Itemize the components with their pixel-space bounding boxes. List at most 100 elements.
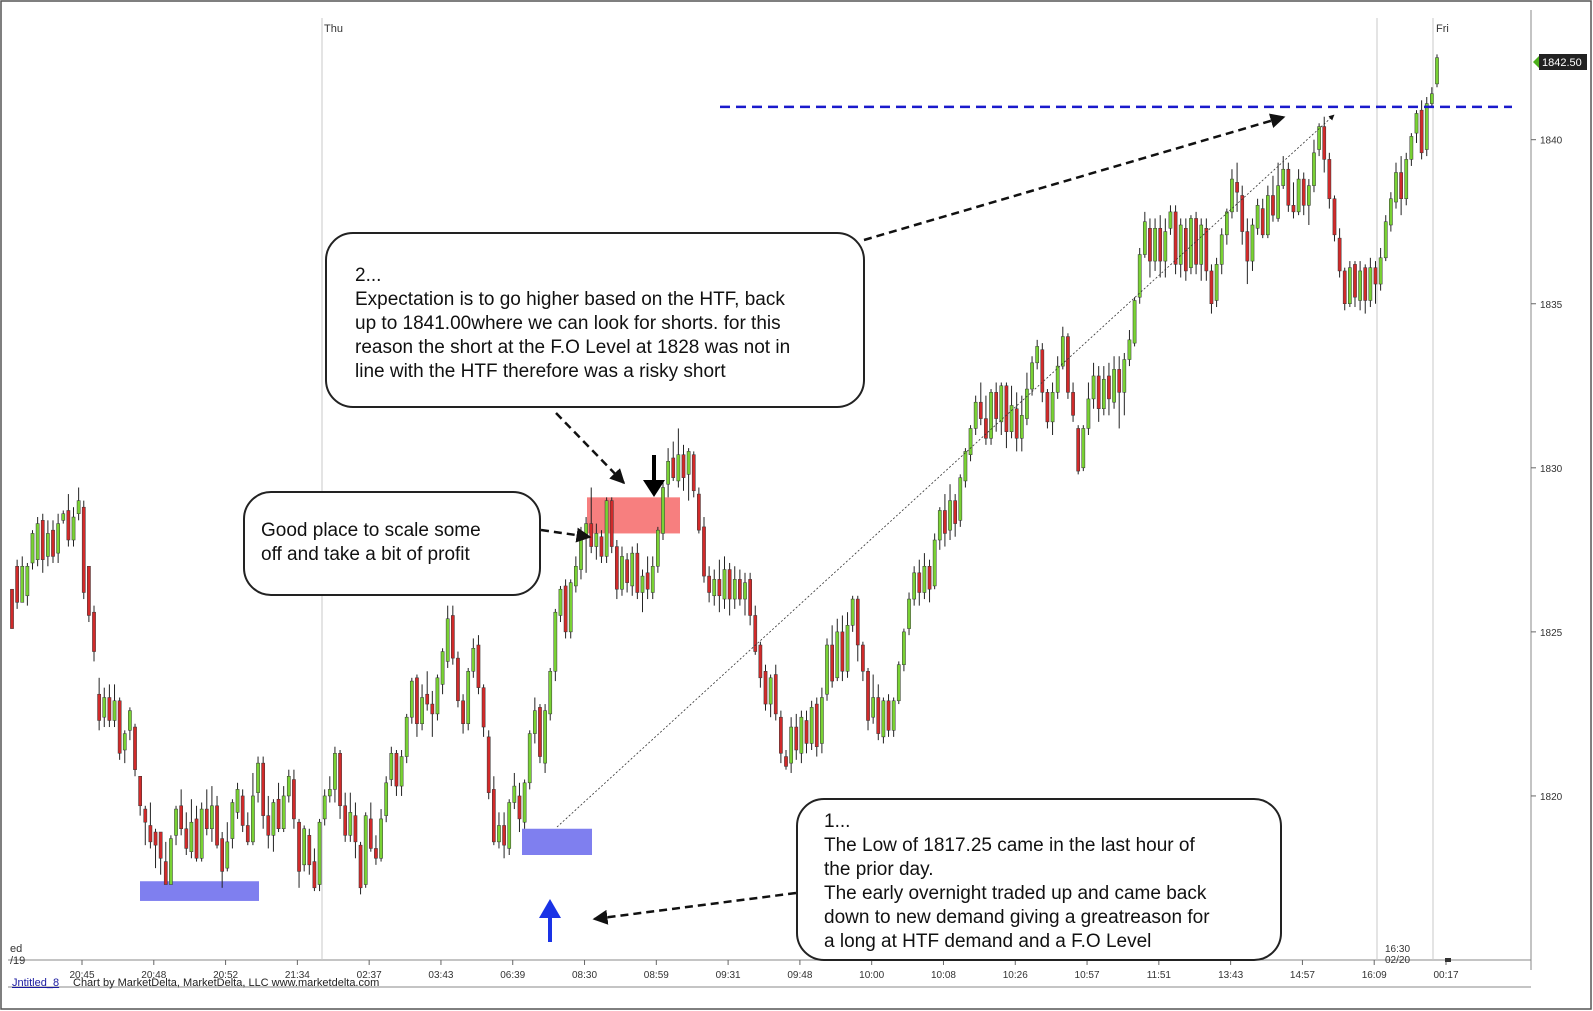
candle: [1414, 110, 1419, 143]
candle: [1291, 182, 1296, 219]
candle-body-down: [163, 861, 168, 885]
candle: [1327, 152, 1332, 209]
candle-body-down: [599, 536, 604, 557]
candle-body-up: [1055, 365, 1060, 393]
candle: [138, 776, 142, 816]
candle: [1101, 366, 1106, 416]
candle: [425, 671, 430, 711]
candle: [1199, 218, 1204, 281]
candle: [615, 540, 619, 600]
candle: [650, 556, 655, 600]
candle: [666, 448, 670, 498]
x-tick-label: 16:09: [1362, 970, 1387, 981]
candle: [1435, 54, 1439, 88]
chart-tab[interactable]: Jntitled_8: [12, 977, 60, 989]
candle-body-down: [671, 457, 676, 478]
x-tick-label: 10:00: [859, 970, 884, 981]
candle: [1337, 228, 1342, 278]
candle: [56, 513, 60, 563]
candle-body-down: [1183, 228, 1188, 272]
candle-body-down: [773, 674, 778, 715]
candle-body-up: [507, 802, 512, 849]
candle: [327, 776, 332, 803]
candle: [343, 792, 348, 842]
candle: [1014, 392, 1019, 452]
candle: [399, 750, 404, 796]
callout-scale-line-1: Good place to scale some: [261, 520, 481, 541]
candle: [1025, 372, 1029, 426]
candle-body-up: [440, 651, 445, 685]
candle-body-up: [1312, 152, 1316, 186]
candle: [1183, 218, 1188, 281]
candle-body-down: [635, 552, 640, 593]
candle: [1168, 205, 1173, 235]
candle-body-up: [199, 808, 204, 859]
candle: [133, 723, 137, 777]
candle-body-down: [1260, 208, 1265, 236]
candle: [81, 500, 86, 600]
candle-body-up: [445, 618, 450, 662]
candle: [1307, 179, 1311, 225]
candle-body-up: [1101, 378, 1106, 409]
callout-2-line-3: up to 1841.00where we can look for short…: [355, 313, 781, 334]
candle-body-down: [292, 779, 296, 820]
candle-body-down: [794, 726, 799, 751]
candle-body-up: [286, 776, 291, 797]
candle-body-down: [1076, 428, 1081, 472]
candle: [922, 553, 927, 600]
candle-body-up: [850, 598, 855, 626]
candle-body-up: [881, 700, 886, 738]
candle-body-up: [46, 533, 50, 557]
candle-body-up: [1189, 218, 1193, 268]
candle-body-down: [538, 707, 542, 757]
x-tick-label: 02:37: [357, 970, 382, 981]
candle: [902, 628, 906, 672]
chart-credit: Chart by MarketDelta, MarketDelta, LLC w…: [73, 977, 380, 989]
candle-body-down: [297, 821, 301, 872]
y-tick-label: 1820: [1540, 792, 1563, 803]
candle-body-up: [1019, 415, 1024, 439]
candle: [450, 605, 455, 665]
candle-body-up: [1430, 93, 1434, 104]
x-tick-label: 20:45: [69, 970, 94, 981]
candle-body-up: [435, 677, 440, 715]
candle-body-down: [1107, 375, 1111, 400]
candle-body-down: [609, 500, 614, 547]
candle: [256, 756, 260, 803]
candle-body-up: [71, 516, 76, 541]
candle-body-up: [25, 566, 30, 597]
callout-1-line-5: down to new demand giving a greatreason …: [824, 907, 1210, 928]
x-tick-label: 13:43: [1218, 970, 1243, 981]
x-tick-label: 14:57: [1290, 970, 1315, 981]
candle-body-down: [517, 795, 522, 820]
candle: [850, 595, 855, 632]
candle-body-up: [1050, 392, 1055, 423]
candle: [512, 772, 517, 810]
candle: [374, 835, 378, 865]
candle-body-down: [691, 454, 696, 492]
candle: [609, 497, 614, 554]
candle: [1194, 211, 1198, 275]
candle-body-up: [891, 700, 896, 731]
candle: [994, 382, 999, 432]
candle-body-down: [1271, 195, 1275, 216]
candle: [1399, 156, 1403, 216]
candle-body-up: [327, 789, 332, 797]
candle-body-down: [184, 828, 189, 849]
candle-body-down: [240, 795, 245, 826]
candle: [871, 674, 875, 724]
candle: [912, 566, 916, 606]
candle: [1419, 100, 1424, 160]
candle: [748, 572, 752, 626]
candle: [179, 789, 183, 836]
candle-body-down: [984, 418, 988, 439]
candle-body-down: [415, 677, 419, 724]
candle: [563, 579, 568, 639]
candle: [35, 517, 40, 567]
candle-body-up: [568, 582, 573, 633]
candle: [1353, 261, 1357, 308]
candle: [1245, 218, 1250, 285]
candle-body-down: [148, 825, 153, 843]
candle: [707, 566, 711, 603]
